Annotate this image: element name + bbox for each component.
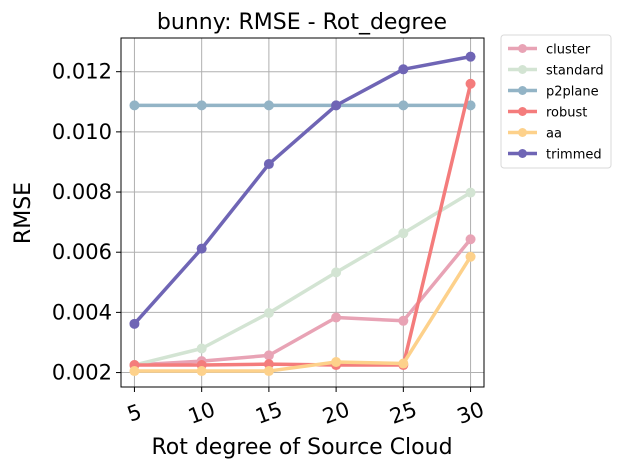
legend: cluster standard p2plane robust aa trimmed xyxy=(500,34,612,169)
y-tick-label: 0.004 xyxy=(52,300,112,324)
legend-label: p2plane xyxy=(546,85,599,100)
x-axis-label: Rot degree of Source Cloud xyxy=(151,435,452,460)
y-tick-label: 0.006 xyxy=(52,240,112,264)
x-tick-label: 30 xyxy=(454,397,487,429)
data-point-standard xyxy=(398,228,409,239)
data-point-robust xyxy=(263,359,274,370)
legend-label: cluster xyxy=(546,43,591,58)
series-layer xyxy=(129,51,476,377)
data-point-cluster xyxy=(263,350,274,361)
x-tick-label: 20 xyxy=(319,397,352,429)
data-point-standard xyxy=(465,187,476,198)
data-point-cluster xyxy=(465,234,476,245)
y-tick-label: 0.010 xyxy=(52,120,112,144)
series-line-standard xyxy=(134,191,472,367)
y-tick-label: 0.012 xyxy=(52,60,112,84)
data-point-aa xyxy=(331,357,342,368)
x-tick-label: 25 xyxy=(387,397,420,429)
data-point-trimmed xyxy=(129,318,140,329)
legend-entry-aa: aa xyxy=(508,127,562,142)
series-p2plane xyxy=(129,100,476,111)
y-tick-label: 0.008 xyxy=(52,180,112,204)
legend-entry-standard: standard xyxy=(508,64,604,79)
data-point-aa xyxy=(263,366,274,377)
legend-marker xyxy=(518,65,527,74)
data-point-aa xyxy=(196,366,207,377)
legend-marker xyxy=(518,149,527,158)
data-point-p2plane xyxy=(129,100,140,111)
data-point-aa xyxy=(129,366,140,377)
data-point-robust xyxy=(465,78,476,89)
data-point-standard xyxy=(331,267,342,278)
data-point-p2plane xyxy=(196,100,207,111)
data-point-trimmed xyxy=(263,159,274,170)
y-tick-label: 0.002 xyxy=(52,361,112,385)
grid-lines xyxy=(121,38,484,387)
legend-entry-p2plane: p2plane xyxy=(508,85,599,100)
legend-marker xyxy=(518,107,527,116)
legend-marker xyxy=(518,86,527,95)
series-cluster xyxy=(129,234,476,371)
legend-label: trimmed xyxy=(546,148,602,163)
plot-frame xyxy=(120,37,485,388)
legend-entry-trimmed: trimmed xyxy=(508,148,602,163)
x-tick-label: 5 xyxy=(124,399,145,426)
data-point-standard xyxy=(196,343,207,354)
data-point-cluster xyxy=(398,315,409,326)
series-aa xyxy=(129,251,476,377)
legend-label: aa xyxy=(546,127,562,142)
data-point-cluster xyxy=(331,312,342,323)
data-point-trimmed xyxy=(331,100,342,111)
series-trimmed xyxy=(129,51,476,329)
legend-entry-robust: robust xyxy=(508,106,587,121)
data-point-p2plane xyxy=(465,100,476,111)
data-point-aa xyxy=(398,358,409,369)
x-tick-label: 10 xyxy=(185,397,218,429)
data-point-p2plane xyxy=(398,100,409,111)
x-axis-ticks: 5 10 15 20 25 30 xyxy=(124,387,487,429)
series-line-cluster xyxy=(134,238,472,367)
legend-label: standard xyxy=(546,64,604,79)
x-tick-label: 15 xyxy=(252,397,285,429)
y-axis-ticks: 0.002 0.004 0.006 0.008 0.010 0.012 xyxy=(52,60,121,385)
y-axis-label: RMSE xyxy=(11,182,36,244)
legend-entry-cluster: cluster xyxy=(508,43,591,58)
legend-marker xyxy=(518,128,527,137)
series-robust xyxy=(129,78,476,371)
legend-label: robust xyxy=(546,106,587,121)
chart-title: bunny: RMSE - Rot_degree xyxy=(157,10,447,35)
series-line-trimmed xyxy=(133,54,471,325)
data-point-aa xyxy=(465,251,476,262)
legend-marker xyxy=(518,44,527,53)
data-point-trimmed xyxy=(398,64,409,75)
series-line-robust xyxy=(134,83,473,367)
data-point-p2plane xyxy=(263,100,274,111)
data-point-standard xyxy=(263,307,274,318)
data-point-trimmed xyxy=(465,51,476,62)
data-point-trimmed xyxy=(196,243,207,254)
series-line-aa xyxy=(134,255,473,373)
